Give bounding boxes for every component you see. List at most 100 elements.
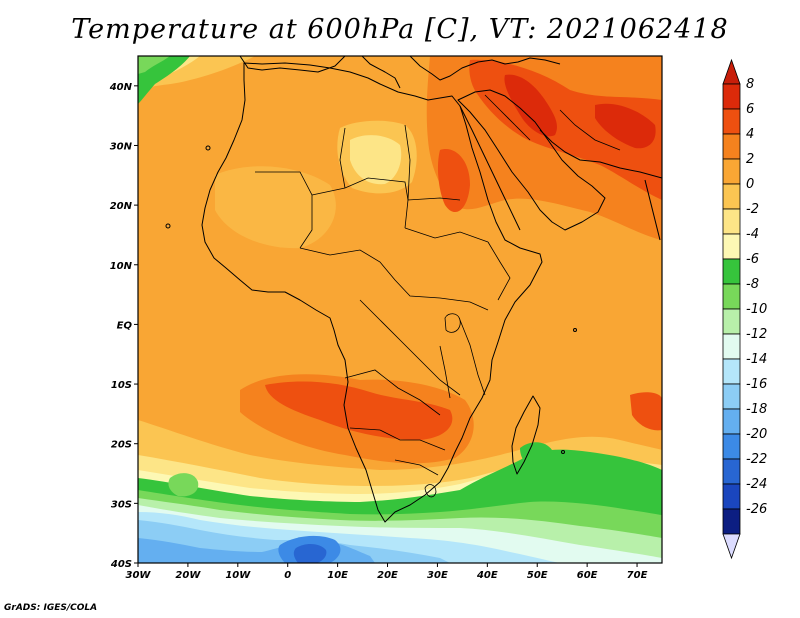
colorbar-label: -4	[746, 227, 759, 242]
lon-axis: 30W 20W 10W 0 10E 20E 30E 40E 50E 60E 70E	[126, 563, 648, 581]
border-drc	[359, 299, 461, 396]
border-namibia	[349, 427, 446, 451]
colorbar-swatch	[722, 358, 741, 385]
colorbar-label: -16	[746, 377, 767, 392]
colorbar-swatch	[722, 483, 741, 510]
lat-tick-label: 20S	[111, 440, 132, 451]
colorbar-swatch	[722, 233, 741, 260]
colorbar-label: -24	[746, 477, 767, 492]
italy-coastline	[361, 56, 401, 89]
colorbar-under-triangle	[722, 533, 741, 560]
canary-islands	[205, 145, 211, 151]
country-borders	[255, 94, 621, 498]
colorbar-swatch	[722, 258, 741, 285]
field-nw-minus6	[138, 56, 190, 104]
field-sahara-minus2	[350, 135, 402, 185]
colorbar-swatch	[722, 433, 741, 460]
lat-tick-label: 40S	[110, 559, 132, 570]
iran-coastline	[539, 129, 662, 179]
colorbar-swatch	[722, 508, 741, 535]
field-west-patch	[215, 166, 336, 249]
lon-tick-label: 10W	[225, 570, 251, 581]
border-chad-sudan	[404, 227, 489, 243]
colorbar-swatch	[722, 133, 741, 160]
colorbar: 8 6 4 2 0 -2 -4 -6 -8 -10 -12 -14 -16 -18 -20 -22 -24 -26	[722, 58, 767, 560]
border-lake-tanganyika	[439, 345, 451, 399]
field-sw-minus8-patch	[168, 473, 199, 497]
colorbar-swatch	[722, 208, 741, 235]
turkey-coastline	[409, 56, 561, 81]
colorbar-swatch	[722, 408, 741, 435]
colorbar-label: -8	[746, 277, 759, 292]
field-iran-over8	[595, 103, 656, 149]
coastlines	[165, 56, 662, 523]
lon-tick-label: 40E	[476, 570, 498, 581]
colorbar-swatch	[722, 383, 741, 410]
lat-tick-label: 10S	[111, 380, 132, 391]
lat-tick-label: 40N	[109, 82, 133, 93]
lon-tick-label: 20W	[175, 570, 201, 581]
temperature-field	[138, 56, 662, 563]
colorbar-label: -14	[746, 352, 767, 367]
lat-axis: 40N 30N 20N 10N EQ 10S 20S 30S 40S	[109, 82, 138, 570]
reunion	[561, 450, 565, 454]
field-south-6to8	[265, 381, 453, 440]
colorbar-label: 2	[746, 152, 754, 167]
lon-tick-label: 60E	[577, 570, 598, 581]
seychelles	[573, 328, 577, 332]
colorbar-label: -20	[746, 427, 767, 442]
lat-tick-label: EQ	[117, 320, 133, 331]
field-indian-6to8	[630, 392, 662, 431]
colorbar-label: -26	[746, 502, 767, 517]
colorbar-swatch	[722, 183, 741, 210]
border-ethiopia	[487, 241, 511, 301]
colorbar-swatch	[722, 458, 741, 485]
map-title: Temperature at 600hPa [C], VT: 202106241…	[71, 14, 729, 45]
border-algeria	[339, 127, 346, 189]
field-mideast-over8	[504, 74, 557, 137]
colorbar-label: 6	[746, 102, 754, 117]
lake-victoria	[444, 313, 461, 333]
colorbar-swatch	[722, 333, 741, 360]
lon-tick-label: 30W	[126, 570, 152, 581]
colorbar-label: -6	[746, 252, 759, 267]
border-sa	[394, 459, 439, 476]
india-coastline	[644, 179, 661, 241]
border-angola	[344, 369, 441, 416]
field-nw-minus8	[138, 56, 170, 74]
colorbar-over-triangle	[722, 58, 741, 85]
africa-coastline	[201, 62, 543, 523]
lat-tick-label: 30S	[111, 499, 132, 510]
field-equator-east	[500, 278, 662, 360]
lat-tick-label: 20N	[110, 201, 133, 212]
colorbar-swatch	[722, 108, 741, 135]
colorbar-label: -2	[746, 202, 759, 217]
colorbar-swatch	[722, 158, 741, 185]
colorbar-label: -18	[746, 402, 767, 417]
colorbar-label: -12	[746, 327, 767, 342]
lon-tick-label: 0	[284, 570, 291, 581]
colorbar-label: 8	[746, 77, 754, 92]
field-egypt-6to8	[437, 149, 470, 213]
madagascar-coastline	[511, 395, 541, 475]
lon-tick-label: 50E	[527, 570, 548, 581]
colorbar-label: -10	[746, 302, 767, 317]
border-tanzania	[459, 319, 486, 396]
field-madagascar-minus6	[520, 442, 553, 470]
lat-tick-label: 10N	[110, 261, 133, 272]
border-iraq	[484, 94, 531, 141]
colorbar-label: 4	[746, 127, 754, 142]
field-south-minus22	[293, 544, 327, 563]
lat-tick-label: 30N	[110, 141, 133, 152]
colorbar-label: 0	[746, 177, 754, 192]
colorbar-swatch	[722, 308, 741, 335]
grads-credit: GrADS: IGES/COLA	[4, 603, 98, 613]
red-sea-coast	[459, 105, 521, 231]
cape-verde	[165, 223, 171, 229]
border-iran	[559, 109, 621, 151]
map-frame	[137, 55, 663, 564]
colorbar-swatch	[722, 283, 741, 310]
colorbar-label: -22	[746, 452, 767, 467]
lesotho	[424, 484, 437, 498]
arabia-coastline	[457, 89, 606, 231]
